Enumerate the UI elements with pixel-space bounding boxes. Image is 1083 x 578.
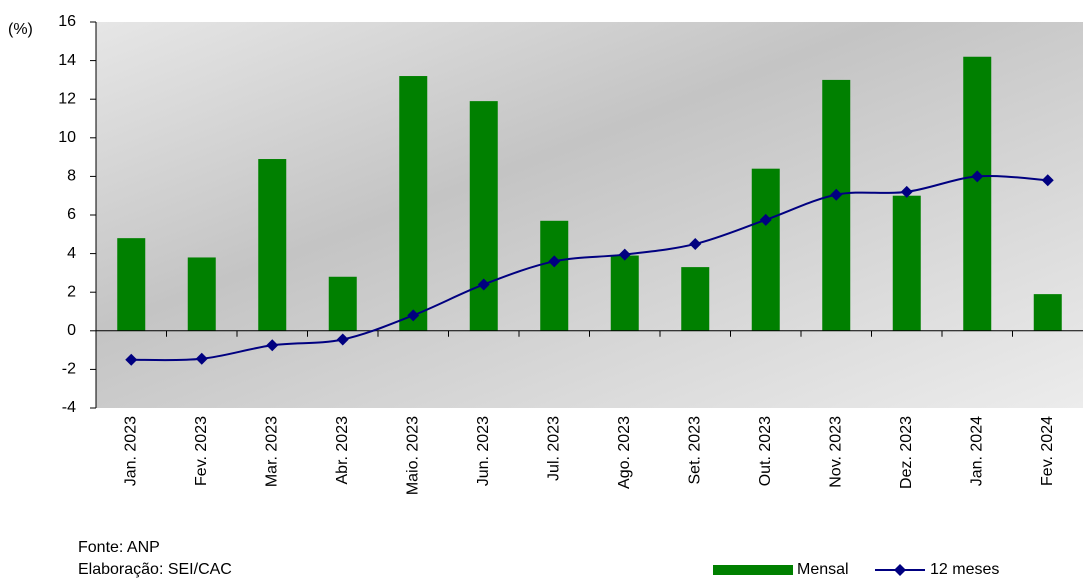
legend-swatch: [713, 565, 793, 575]
legend-label: Mensal: [797, 561, 849, 578]
line-marker: [971, 170, 984, 183]
line-marker: [689, 237, 702, 250]
bar: [963, 56, 992, 331]
line-marker: [266, 339, 279, 352]
line-marker: [336, 333, 349, 346]
x-tick-label: Jan. 2023: [122, 416, 139, 486]
source: Fonte: ANP: [78, 539, 160, 556]
bar: [540, 220, 569, 331]
y-tick-label: 4: [67, 245, 76, 262]
legend-label: 12 meses: [930, 561, 999, 578]
line-marker: [830, 188, 843, 201]
x-tick-label: Jan. 2024: [968, 416, 985, 486]
x-tick-label: Jun. 2023: [475, 416, 492, 486]
bar: [399, 76, 428, 331]
line-marker: [477, 278, 490, 291]
y-tick-label: 10: [58, 129, 76, 146]
x-tick-label: Dez. 2023: [898, 416, 915, 489]
bar: [751, 168, 780, 331]
line-marker: [618, 248, 631, 261]
x-tick-label: Set. 2023: [686, 416, 703, 485]
y-tick-label: 12: [58, 90, 76, 107]
x-tick-label: Jul. 2023: [545, 416, 562, 481]
y-tick-label: 14: [58, 52, 76, 69]
bar: [328, 276, 357, 331]
legend-marker: [894, 564, 906, 576]
x-tick-label: Fev. 2023: [193, 416, 210, 486]
y-tick-label: -4: [62, 399, 76, 416]
y-tick-label: 2: [67, 283, 76, 300]
x-tick-label: Mar. 2023: [263, 416, 280, 487]
bar: [892, 195, 921, 331]
x-tick-label: Maio. 2023: [404, 416, 421, 495]
y-tick-label: 16: [58, 13, 76, 30]
x-tick-label: Abr. 2023: [334, 416, 351, 485]
y-tick-label: 6: [67, 206, 76, 223]
bar: [1033, 294, 1062, 331]
line-marker: [548, 255, 561, 268]
y-tick-label: -2: [62, 361, 76, 378]
line-marker: [900, 185, 913, 198]
line-marker: [759, 213, 772, 226]
y-tick-label: 8: [67, 168, 76, 185]
bar: [610, 255, 639, 331]
y-axis-label: (%): [8, 21, 33, 38]
bar: [258, 159, 287, 331]
line-marker: [1041, 174, 1054, 187]
bar: [822, 79, 851, 331]
bar: [117, 238, 146, 331]
credit: Elaboração: SEI/CAC: [78, 561, 232, 578]
line-marker: [195, 352, 208, 365]
bar: [681, 267, 710, 331]
bar: [187, 257, 216, 331]
y-tick-label: 0: [67, 322, 76, 339]
x-tick-label: Nov. 2023: [827, 416, 844, 488]
bar: [469, 101, 498, 331]
line-marker: [125, 353, 138, 366]
x-tick-label: Out. 2023: [757, 416, 774, 486]
x-tick-label: Ago. 2023: [616, 416, 633, 489]
x-tick-label: Fev. 2024: [1039, 416, 1056, 486]
line: [131, 175, 1048, 362]
line-marker: [407, 309, 420, 322]
